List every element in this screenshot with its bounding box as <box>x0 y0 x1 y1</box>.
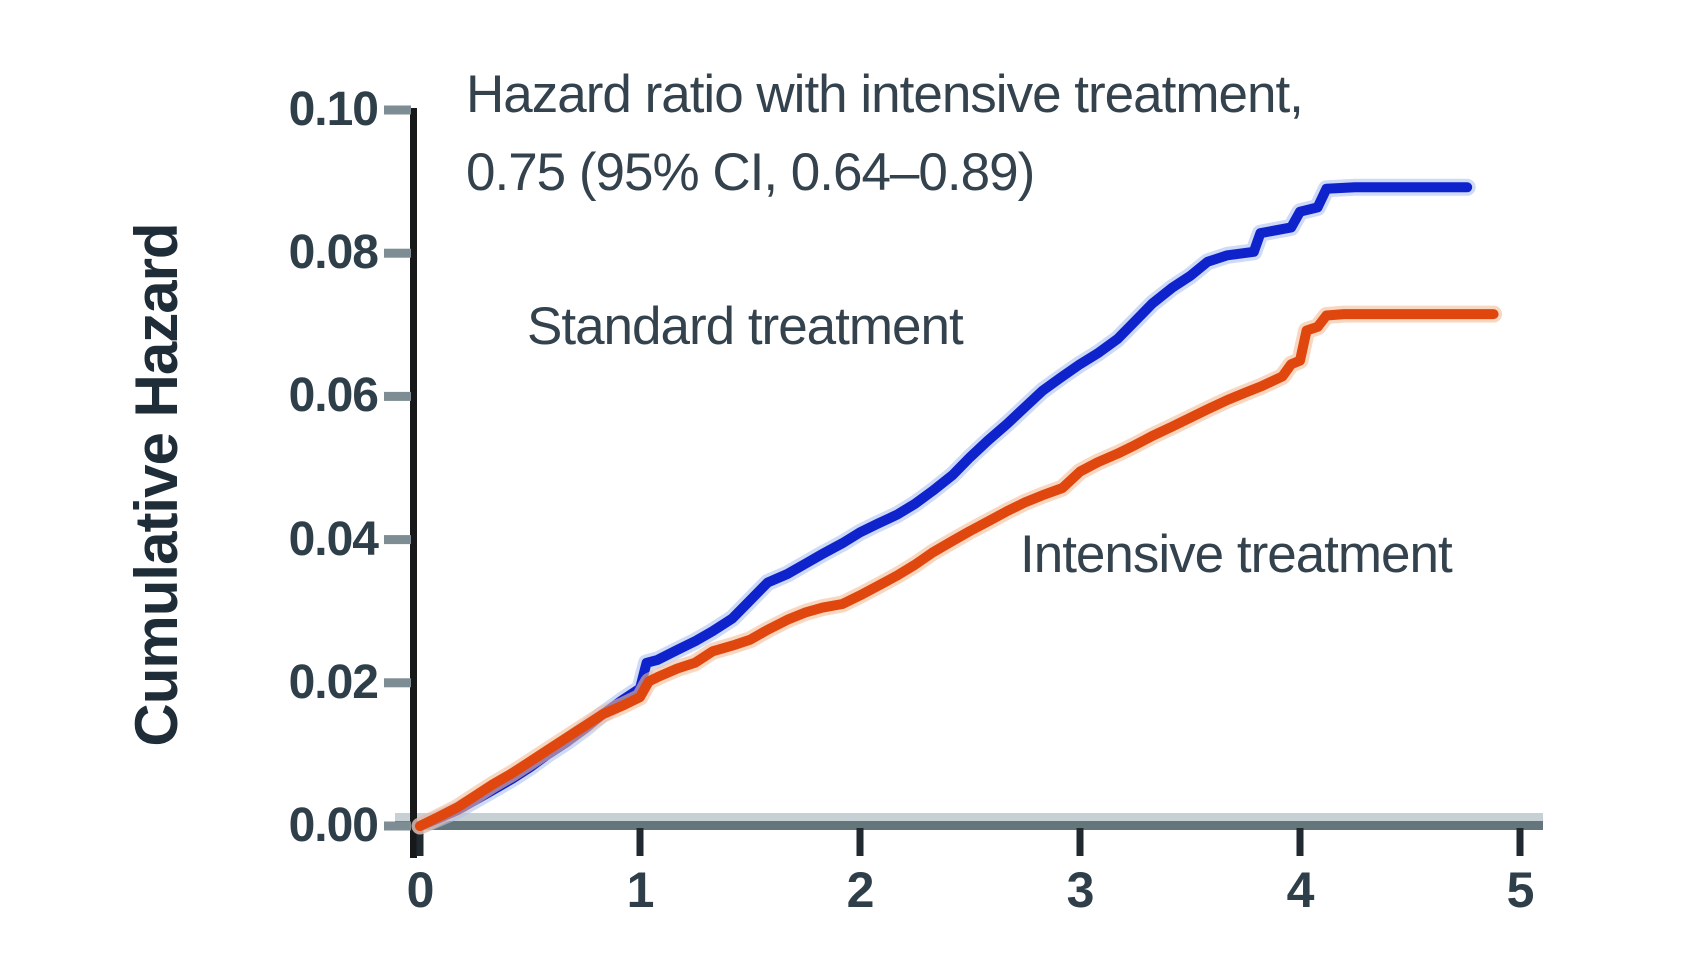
x-tick-mark <box>416 828 424 856</box>
y-tick-mark <box>384 105 411 115</box>
x-axis-line-highlight <box>395 813 1543 821</box>
y-tick-label: 0.06 <box>288 369 379 423</box>
y-axis-title: Cumulative Hazard <box>123 223 190 747</box>
y-tick-label: 0.00 <box>288 799 379 852</box>
intensive-treatment-curve <box>415 309 1499 831</box>
x-tick-mark <box>1516 828 1524 856</box>
x-tick-label: 5 <box>1506 862 1535 918</box>
y-tick-mark <box>384 678 411 688</box>
x-tick-label: 3 <box>1066 862 1095 918</box>
y-tick-mark <box>384 391 411 401</box>
x-tick-label: 2 <box>846 862 875 918</box>
x-tick-mark <box>856 828 864 856</box>
hazard-ratio-annotation-line1: Hazard ratio with intensive treatment, <box>466 65 1304 124</box>
x-tick-label: 1 <box>626 862 655 918</box>
y-tick-label: 0.08 <box>288 226 379 280</box>
standard-treatment-label: Standard treatment <box>527 297 964 356</box>
y-tick-mark <box>384 535 411 545</box>
intensive-treatment-label: Intensive treatment <box>1020 525 1453 584</box>
x-tick-label: 0 <box>406 862 435 918</box>
y-tick-label: 0.02 <box>288 655 379 709</box>
x-tick-mark <box>1296 828 1304 856</box>
x-tick-mark <box>1076 828 1084 856</box>
y-tick-label: 0.10 <box>288 83 379 136</box>
x-tick-label: 4 <box>1286 862 1315 918</box>
y-tick-label: 0.04 <box>288 512 379 566</box>
x-axis-line <box>395 821 1543 830</box>
y-axis-line <box>410 108 417 858</box>
hazard-ratio-annotation-line2: 0.75 (95% CI, 0.64–0.89) <box>466 143 1035 202</box>
y-tick-mark <box>384 248 411 258</box>
x-tick-mark <box>636 828 644 856</box>
y-tick-mark <box>384 821 411 831</box>
